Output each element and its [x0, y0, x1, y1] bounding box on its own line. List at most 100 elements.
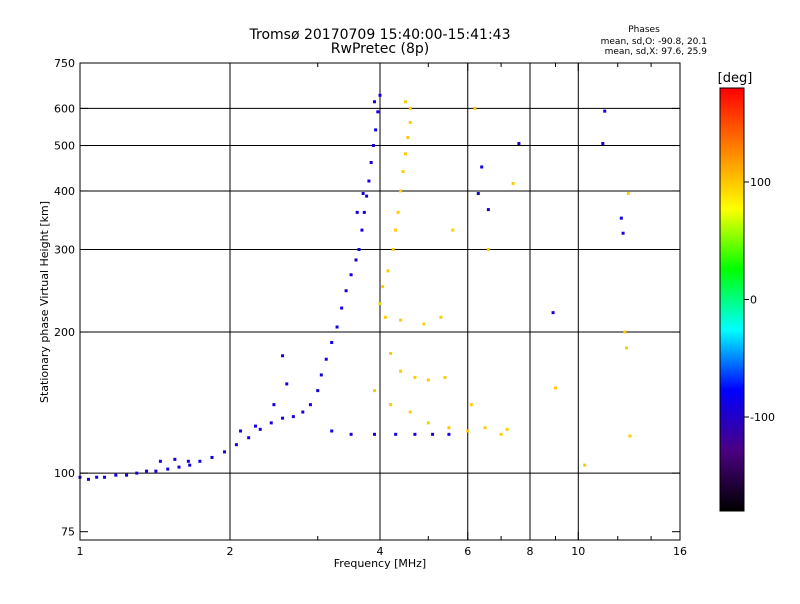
echo-point-O: [285, 382, 289, 386]
echo-point-O: [324, 357, 328, 361]
echo-point-O: [135, 471, 139, 475]
echo-point-X: [401, 170, 405, 174]
echo-point-O: [330, 340, 334, 344]
y-tick-label: 100: [54, 467, 75, 480]
echo-point-X: [413, 375, 417, 379]
echo-point-O: [223, 450, 227, 454]
echo-point-O: [355, 210, 359, 214]
echo-point-O: [154, 469, 158, 473]
echo-point-O: [253, 424, 257, 428]
echo-point-O: [367, 179, 371, 183]
echo-point-X: [626, 192, 630, 196]
echo-point-X: [386, 269, 390, 273]
echo-point-X: [439, 315, 443, 319]
echo-point-X: [381, 285, 385, 289]
echo-point-O: [447, 432, 451, 436]
echo-point-O: [361, 192, 365, 196]
echo-point-O: [198, 459, 202, 463]
echo-point-O: [166, 467, 170, 471]
echo-point-O: [281, 416, 285, 420]
x-tick-label: 10: [571, 545, 585, 558]
echo-point-X: [486, 248, 490, 252]
phases-heading: Phases: [628, 25, 660, 35]
x-axis-label: Frequency [MHz]: [334, 557, 426, 570]
echo-point-X: [389, 403, 393, 407]
echo-point-O: [517, 142, 521, 146]
colorbar: [719, 87, 745, 512]
colorbar-ticks: 100 0 -100: [744, 176, 775, 424]
echo-point-O: [308, 403, 312, 407]
echo-point-O: [394, 432, 398, 436]
echo-point-O: [291, 415, 295, 419]
echo-point-X: [399, 369, 403, 373]
echo-point-O: [431, 432, 435, 436]
y-tick-label: 400: [54, 185, 75, 198]
echo-point-O: [281, 354, 285, 358]
echo-point-X: [389, 351, 393, 355]
phases-o-stats: mean, sd,O: -90.8, 20.1: [601, 37, 707, 47]
echo-point-O: [247, 436, 251, 440]
echo-point-O: [349, 432, 353, 436]
y-tick-label: 600: [54, 102, 75, 115]
echo-point-O: [354, 258, 358, 262]
echo-point-O: [125, 473, 129, 477]
echo-point-X: [406, 136, 410, 140]
echo-point-O: [145, 469, 149, 473]
echo-point-O: [357, 248, 361, 252]
y-axis-label: Stationary phase Virtual Height [km]: [38, 201, 51, 403]
echo-point-X: [426, 421, 430, 425]
echo-point-X: [469, 403, 473, 407]
echo-point-X: [447, 426, 451, 430]
y-tick-label: 200: [54, 326, 75, 339]
colorbar-tick-label: 100: [750, 176, 771, 189]
echo-point-X: [623, 330, 627, 334]
echo-point-O: [158, 459, 162, 463]
colorbar-tick-label: 0: [750, 294, 757, 307]
echo-point-X: [383, 315, 387, 319]
colorbar-tick-label: -100: [750, 411, 775, 424]
echo-point-O: [234, 443, 238, 447]
echo-point-X: [553, 386, 557, 390]
echo-point-X: [403, 100, 407, 104]
echo-point-O: [173, 457, 177, 461]
echo-point-X: [583, 463, 587, 467]
echo-point-X: [625, 346, 629, 350]
echo-point-O: [601, 142, 605, 146]
echo-point-O: [551, 311, 555, 315]
chart-title: Tromsø 20170709 15:40:00-15:41:43: [249, 27, 511, 43]
echo-point-O: [269, 421, 273, 425]
echo-point-O: [486, 208, 490, 212]
echo-point-O: [186, 459, 190, 463]
echo-point-X: [378, 302, 382, 306]
echo-point-O: [114, 473, 118, 477]
echo-point-O: [376, 110, 380, 114]
x-tick-label: 2: [227, 545, 234, 558]
phases-x-stats: mean, sd,X: 97.6, 25.9: [605, 47, 708, 57]
echo-point-O: [103, 475, 107, 479]
echo-point-O: [239, 429, 243, 433]
echo-point-O: [272, 403, 276, 407]
echo-point-O: [335, 325, 339, 329]
echo-point-O: [413, 432, 417, 436]
echo-point-X: [483, 426, 487, 430]
echo-point-O: [371, 144, 375, 148]
echo-point-X: [473, 106, 477, 110]
echo-point-X: [408, 106, 412, 110]
y-tick-label: 750: [54, 57, 75, 70]
chart-subtitle: RwPretec (8p): [331, 41, 429, 57]
echo-point-O: [95, 475, 99, 479]
echo-point-O: [340, 306, 344, 310]
echo-point-O: [344, 289, 348, 293]
echo-point-X: [373, 389, 377, 393]
echo-point-O: [603, 109, 607, 113]
echo-point-X: [408, 120, 412, 124]
y-tick-label: 75: [61, 526, 75, 539]
x-tick-label: 16: [673, 545, 687, 558]
echo-point-O: [373, 100, 377, 104]
y-tick-label: 500: [54, 140, 75, 153]
echo-point-O: [301, 410, 305, 414]
echo-point-X: [403, 152, 407, 156]
axis-ticks: 1 2 4 6 8 10 16 75 100 200 300 400 500 600 750: [54, 57, 687, 558]
echo-point-X: [399, 189, 403, 193]
